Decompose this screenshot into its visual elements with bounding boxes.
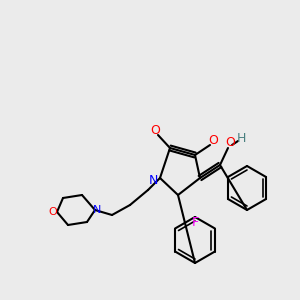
- Text: H: H: [236, 131, 246, 145]
- Text: F: F: [191, 215, 199, 229]
- Text: O: O: [225, 136, 235, 148]
- Text: O: O: [208, 134, 218, 148]
- Text: O: O: [49, 207, 57, 217]
- Text: N: N: [148, 173, 158, 187]
- Text: O: O: [150, 124, 160, 137]
- Text: N: N: [93, 205, 101, 215]
